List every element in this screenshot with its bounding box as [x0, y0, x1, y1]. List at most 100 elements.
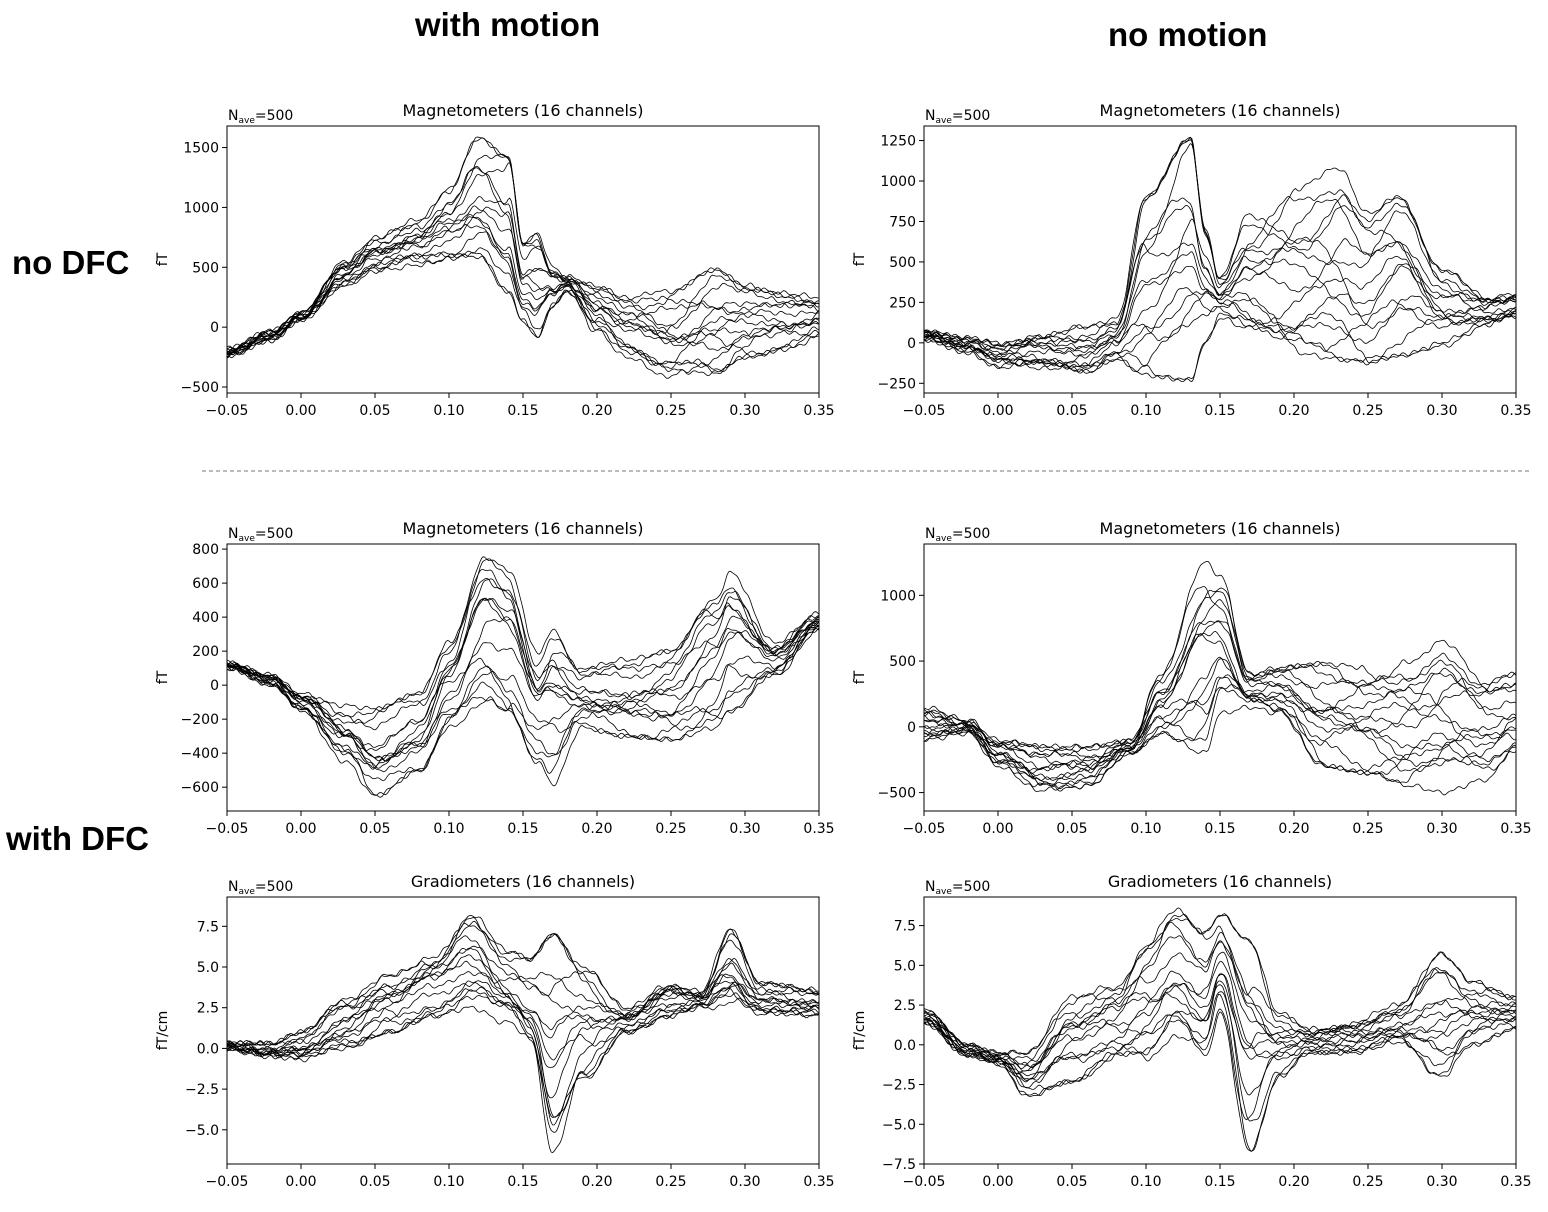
channel-trace-2	[924, 309, 1516, 383]
channel-trace-16	[227, 577, 819, 712]
channel-trace-16	[924, 913, 1516, 1056]
x-tick-label: 0.20	[1278, 821, 1309, 837]
channel-trace-10	[924, 951, 1516, 1066]
channel-trace-9	[227, 947, 819, 1068]
row-label-with-dfc: with DFC	[6, 820, 149, 857]
channel-trace-6	[924, 265, 1516, 370]
x-tick-label: 0.30	[729, 403, 760, 419]
channel-trace-15	[227, 556, 819, 731]
channel-traces	[924, 560, 1516, 796]
plot-frame	[226, 543, 820, 812]
channel-trace-8	[924, 633, 1516, 782]
y-tick-label: 0	[907, 720, 916, 736]
nave-subscript: ave	[935, 887, 952, 897]
channel-trace-16	[924, 587, 1516, 750]
x-tick-label: −0.05	[903, 403, 946, 419]
channel-trace-1	[227, 628, 819, 798]
y-tick-label: 250	[889, 295, 916, 311]
channel-trace-15	[227, 136, 819, 350]
panel-title: Magnetometers (16 channels)	[1100, 101, 1341, 120]
x-tick-label: 0.10	[1130, 1174, 1161, 1190]
x-tick-label: 0.30	[1426, 821, 1457, 837]
nave-symbol: N	[228, 108, 238, 124]
channel-trace-3	[924, 984, 1516, 1122]
channel-trace-16	[227, 922, 819, 1046]
x-tick-label: 0.30	[1426, 403, 1457, 419]
y-tick-label: 5.0	[894, 958, 916, 974]
channel-trace-12	[924, 586, 1516, 770]
x-tick-label: 0.00	[982, 1174, 1013, 1190]
x-tick-label: 0.35	[1500, 403, 1531, 419]
x-tick-label: −0.05	[206, 1174, 249, 1190]
x-tick-label: 0.00	[285, 403, 316, 419]
channel-trace-9	[227, 205, 819, 356]
x-tick-label: 0.05	[1056, 1174, 1087, 1190]
y-tick-label: −200	[181, 712, 219, 728]
channel-trace-5	[227, 980, 819, 1061]
y-tick-label: 0	[210, 678, 219, 694]
x-tick-label: 0.05	[1056, 403, 1087, 419]
y-tick-label: 400	[192, 610, 219, 626]
nave-annotation: Nave=500	[925, 526, 990, 544]
channel-trace-5	[227, 224, 819, 356]
channel-trace-2	[227, 251, 819, 375]
channel-trace-14	[227, 920, 819, 1047]
channel-trace-4	[227, 626, 819, 774]
channel-trace-2	[924, 994, 1516, 1153]
channel-trace-7	[924, 961, 1516, 1080]
x-tick-label: 0.20	[581, 403, 612, 419]
channel-trace-16	[227, 137, 819, 351]
panel-p6: −0.05 0.00 0.05 0.10 0.15 0.20 0.25 0.30 0.35 −7.…	[852, 872, 1532, 1190]
channel-trace-15	[924, 136, 1516, 347]
channel-trace-1	[924, 1011, 1516, 1152]
channel-trace-8	[924, 980, 1516, 1077]
x-tick-label: 0.00	[982, 403, 1013, 419]
channel-trace-1	[227, 997, 819, 1118]
x-tick-label: 0.20	[581, 1174, 612, 1190]
nave-subscript: ave	[238, 116, 255, 126]
y-axis-label: fT	[852, 252, 868, 266]
panel-title: Gradiometers (16 channels)	[1108, 872, 1332, 891]
channel-trace-1	[924, 704, 1516, 796]
nave-symbol: N	[925, 879, 935, 895]
nave-subscript: ave	[935, 534, 952, 544]
x-tick-label: 0.00	[285, 1174, 316, 1190]
channel-trace-13	[924, 620, 1516, 757]
x-tick-label: 0.00	[285, 821, 316, 837]
nave-annotation: Nave=500	[925, 108, 990, 126]
x-tick-label: 0.35	[803, 1174, 834, 1190]
y-tick-label: −500	[878, 786, 916, 802]
nave-symbol: N	[925, 108, 935, 124]
channel-trace-9	[924, 973, 1516, 1073]
y-tick-label: −2.5	[882, 1078, 916, 1094]
nave-symbol: N	[925, 526, 935, 542]
x-tick-label: 0.00	[982, 821, 1013, 837]
channel-trace-12	[924, 921, 1516, 1072]
channel-trace-13	[924, 189, 1516, 352]
x-tick-label: 0.30	[729, 821, 760, 837]
y-tick-label: 800	[192, 542, 219, 558]
channel-trace-8	[227, 954, 819, 1099]
x-tick-label: 0.25	[655, 403, 686, 419]
nave-symbol: N	[228, 526, 238, 542]
channel-trace-5	[924, 290, 1516, 372]
y-tick-label: −7.5	[882, 1157, 916, 1173]
x-tick-label: 0.10	[1130, 821, 1161, 837]
y-tick-label: 200	[192, 644, 219, 660]
x-tick-label: 0.15	[1204, 403, 1235, 419]
x-tick-label: 0.25	[655, 1174, 686, 1190]
column-label-with-motion: with motion	[415, 6, 601, 43]
x-tick-label: 0.20	[1278, 403, 1309, 419]
channel-trace-3	[924, 658, 1516, 792]
x-tick-label: −0.05	[206, 403, 249, 419]
x-tick-label: 0.35	[803, 821, 834, 837]
channel-trace-15	[227, 914, 819, 1046]
x-tick-label: 0.15	[507, 403, 538, 419]
channel-traces	[924, 136, 1516, 383]
nave-annotation: Nave=500	[228, 108, 293, 126]
channel-trace-2	[227, 624, 819, 781]
channel-trace-11	[924, 620, 1516, 760]
nave-value: =500	[255, 108, 293, 124]
plot-frame	[923, 896, 1517, 1165]
channel-trace-5	[924, 686, 1516, 788]
